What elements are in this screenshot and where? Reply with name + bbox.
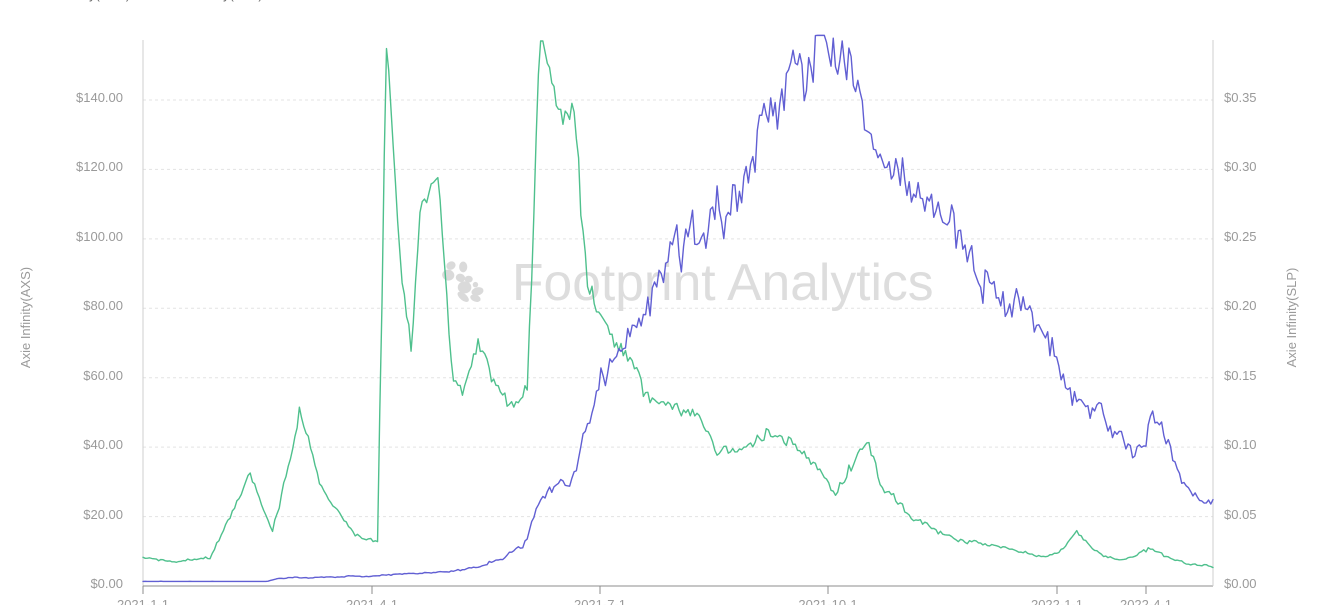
svg-text:Footprint Analytics: Footprint Analytics: [512, 253, 934, 311]
